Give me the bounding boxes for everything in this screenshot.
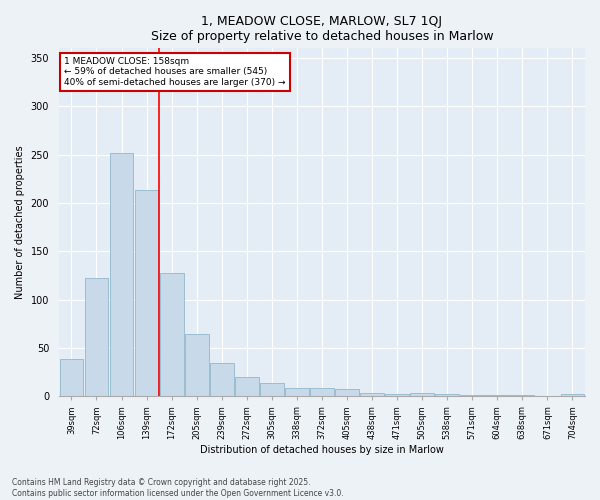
Bar [560,394,584,396]
Title: 1, MEADOW CLOSE, MARLOW, SL7 1QJ
Size of property relative to detached houses in: 1, MEADOW CLOSE, MARLOW, SL7 1QJ Size of… [151,15,493,43]
Bar [59,358,83,397]
Bar [385,394,409,396]
Bar [134,190,158,396]
Y-axis label: Number of detached properties: Number of detached properties [15,146,25,299]
Bar [235,377,259,396]
Text: 1 MEADOW CLOSE: 158sqm
← 59% of detached houses are smaller (545)
40% of semi-de: 1 MEADOW CLOSE: 158sqm ← 59% of detached… [64,57,286,87]
Text: Contains HM Land Registry data © Crown copyright and database right 2025.
Contai: Contains HM Land Registry data © Crown c… [12,478,344,498]
Bar [310,388,334,396]
Bar [160,272,184,396]
Bar [285,388,309,396]
Bar [436,394,459,396]
X-axis label: Distribution of detached houses by size in Marlow: Distribution of detached houses by size … [200,445,444,455]
Bar [85,278,109,396]
Bar [185,334,209,396]
Bar [360,392,384,396]
Bar [260,383,284,396]
Bar [210,362,233,396]
Bar [110,153,133,396]
Bar [335,388,359,396]
Bar [410,392,434,396]
